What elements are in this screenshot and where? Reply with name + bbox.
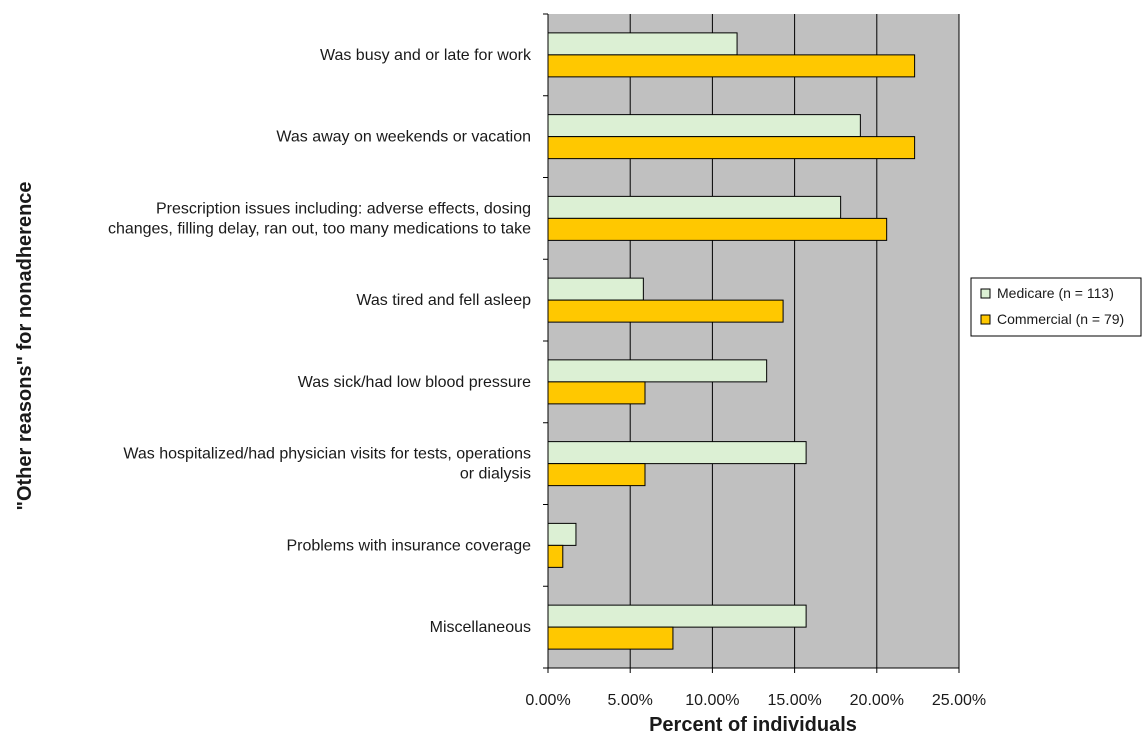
y-axis [543, 13, 549, 669]
category-labels: Was busy and or late for work Was away on… [108, 47, 532, 636]
category-label-5: Was hospitalized/had physician visits fo… [123, 446, 531, 483]
bar-commercial-1 [547, 136, 916, 160]
bar-medicare-2 [547, 195, 842, 219]
legend-swatch-medicare [980, 288, 991, 299]
x-tick-label-3: 15.00% [767, 692, 821, 709]
bar-medicare-0 [547, 32, 738, 56]
bar-medicare-1 [547, 114, 861, 138]
x-tick-labels: 0.00% 5.00% 10.00% 15.00% 20.00% 25.00% [525, 692, 986, 709]
bar-medicare-5 [547, 441, 807, 465]
x-tick-label-5: 25.00% [932, 692, 986, 709]
bar-commercial-0 [547, 54, 916, 78]
legend-swatch-commercial [980, 314, 991, 325]
x-axis [547, 667, 960, 673]
category-label-1: Was away on weekends or vacation [276, 129, 531, 146]
category-label-2: Prescription issues including: adverse e… [108, 200, 531, 237]
x-tick-label-0: 0.00% [525, 692, 570, 709]
bar-commercial-2 [547, 217, 888, 241]
y-axis-title: "Other reasons" for nonadherence [14, 181, 36, 510]
category-label-3: Was tired and fell asleep [356, 292, 531, 309]
category-label-7: Miscellaneous [430, 619, 531, 636]
bars [547, 32, 916, 650]
bar-medicare-7 [547, 604, 807, 628]
x-axis-title: Percent of individuals [649, 714, 857, 736]
bar-commercial-5 [547, 463, 646, 487]
category-label-0: Was busy and or late for work [320, 47, 532, 64]
bar-commercial-4 [547, 381, 646, 405]
category-label-4: Was sick/had low blood pressure [298, 374, 531, 391]
bar-medicare-3 [547, 277, 644, 301]
legend-box [970, 277, 1142, 337]
bar-commercial-6 [547, 544, 564, 568]
legend-label-commercial: Commercial (n = 79) [997, 311, 1124, 327]
bar-commercial-3 [547, 299, 784, 323]
x-tick-label-4: 20.00% [850, 692, 904, 709]
x-tick-label-1: 5.00% [608, 692, 653, 709]
bar-commercial-7 [547, 626, 674, 650]
legend-label-medicare: Medicare (n = 113) [997, 285, 1114, 301]
legend: Medicare (n = 113) Commercial (n = 79) [970, 277, 1142, 337]
plot-background [548, 14, 959, 668]
bar-medicare-6 [547, 522, 577, 546]
category-label-6: Problems with insurance coverage [286, 537, 531, 554]
bar-medicare-4 [547, 359, 768, 383]
x-tick-label-2: 10.00% [685, 692, 739, 709]
